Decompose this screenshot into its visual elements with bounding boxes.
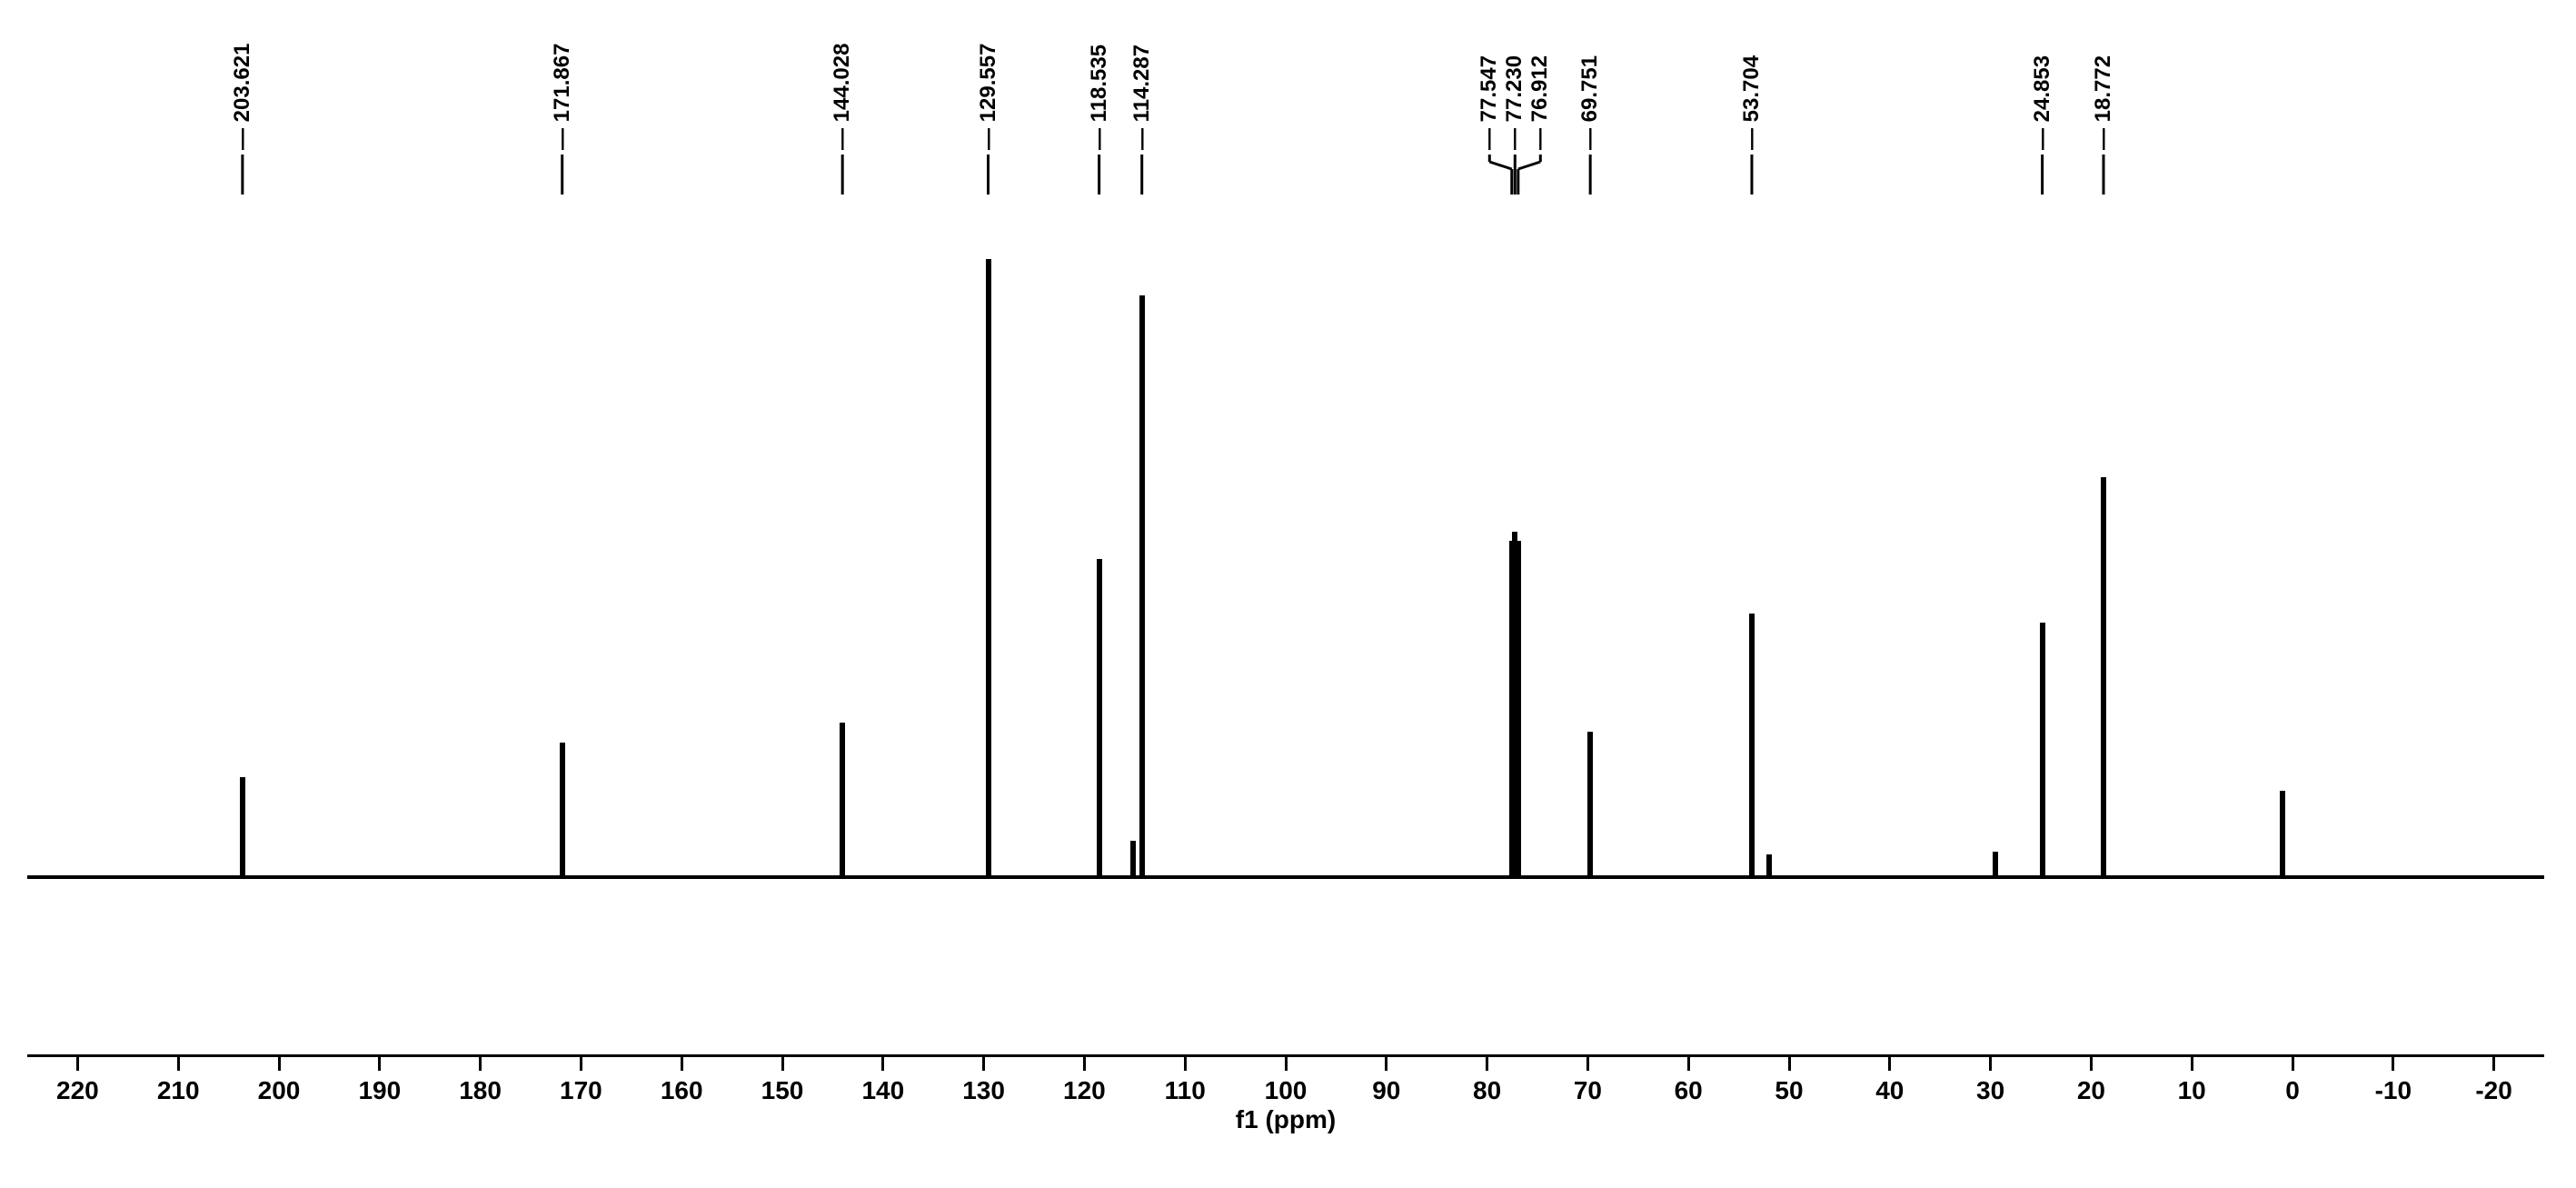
nmr-spectrum-chart: 2202102001901801701601501401301201101009…	[0, 0, 2576, 1188]
spectrum-baseline	[27, 875, 2544, 879]
peak	[2101, 477, 2106, 877]
peak	[2040, 623, 2045, 877]
x-tick	[1788, 1054, 1791, 1071]
x-tick-label: 120	[1063, 1076, 1106, 1105]
x-tick	[1486, 1054, 1488, 1071]
x-tick-label: -20	[2475, 1076, 2511, 1105]
x-tick	[2090, 1054, 2093, 1071]
x-tick-label: 30	[1976, 1076, 2004, 1105]
x-tick	[2392, 1054, 2394, 1071]
peak-label: — 77.230	[1502, 55, 1527, 150]
peak-label: — 69.751	[1577, 55, 1603, 150]
x-tick-label: 140	[861, 1076, 904, 1105]
x-tick-label: 170	[560, 1076, 602, 1105]
x-tick-label: 190	[358, 1076, 401, 1105]
peak-label: — 76.912	[1527, 55, 1553, 150]
x-tick	[1083, 1054, 1086, 1071]
x-tick-label: 210	[157, 1076, 200, 1105]
x-tick-label: 220	[56, 1076, 99, 1105]
x-tick-label: 10	[2178, 1076, 2206, 1105]
x-tick	[781, 1054, 784, 1071]
peak	[1749, 614, 1755, 877]
x-tick-label: 100	[1265, 1076, 1308, 1105]
x-tick-label: 60	[1675, 1076, 1703, 1105]
x-tick	[479, 1054, 482, 1071]
x-tick	[881, 1054, 884, 1071]
x-tick-label: 150	[761, 1076, 804, 1105]
peak-label: — 53.704	[1739, 55, 1765, 150]
x-tick	[278, 1054, 281, 1071]
x-tick	[2292, 1054, 2294, 1071]
x-tick-label: -10	[2375, 1076, 2412, 1105]
x-tick	[1989, 1054, 1992, 1071]
peak-unlabeled	[2280, 791, 2285, 877]
x-tick	[378, 1054, 381, 1071]
x-tick	[177, 1054, 180, 1071]
x-tick	[1184, 1054, 1187, 1071]
peak-label: — 18.772	[2091, 55, 2116, 150]
x-tick-label: 110	[1165, 1076, 1206, 1105]
x-tick-label: 90	[1372, 1076, 1400, 1105]
x-tick-label: 40	[1875, 1076, 1904, 1105]
peak	[1097, 559, 1102, 877]
peak	[1516, 541, 1521, 877]
x-tick	[2191, 1054, 2193, 1071]
peak-label: — 118.535	[1087, 45, 1112, 150]
peak	[986, 259, 991, 877]
x-axis-title: f1 (ppm)	[1236, 1105, 1336, 1134]
peak-label: — 24.853	[2030, 55, 2055, 150]
x-tick-label: 70	[1574, 1076, 1602, 1105]
peak-label: — 129.557	[976, 44, 1001, 150]
peak	[1139, 295, 1145, 877]
peak-label: — 77.547	[1477, 55, 1502, 150]
peak-label: — 114.287	[1129, 45, 1155, 150]
peak	[560, 743, 565, 877]
x-tick	[76, 1054, 79, 1071]
x-tick-label: 80	[1473, 1076, 1501, 1105]
peak	[840, 723, 845, 877]
x-tick	[2492, 1054, 2495, 1071]
x-tick	[1586, 1054, 1589, 1071]
peak-label-connectors	[0, 0, 2576, 1188]
x-tick-label: 20	[2077, 1076, 2105, 1105]
x-tick-label: 50	[1775, 1076, 1803, 1105]
peak-label: — 203.621	[230, 44, 255, 150]
x-tick	[681, 1054, 683, 1071]
x-tick-label: 130	[962, 1076, 1005, 1105]
peak	[240, 777, 245, 877]
peak-unlabeled	[1130, 841, 1136, 877]
x-tick-label: 0	[2285, 1076, 2300, 1105]
x-tick	[982, 1054, 985, 1071]
x-tick-label: 180	[459, 1076, 502, 1105]
x-tick-label: 200	[258, 1076, 301, 1105]
peak	[1587, 732, 1593, 877]
x-tick	[580, 1054, 582, 1071]
x-tick	[1888, 1054, 1891, 1071]
x-tick	[1687, 1054, 1690, 1071]
peak-label: — 171.867	[550, 44, 575, 150]
peak-unlabeled	[1766, 854, 1772, 877]
x-tick	[1285, 1054, 1288, 1071]
x-tick	[1385, 1054, 1387, 1071]
peak-unlabeled	[1993, 852, 1998, 877]
x-tick-label: 160	[661, 1076, 703, 1105]
peak-label: — 144.028	[830, 44, 855, 150]
